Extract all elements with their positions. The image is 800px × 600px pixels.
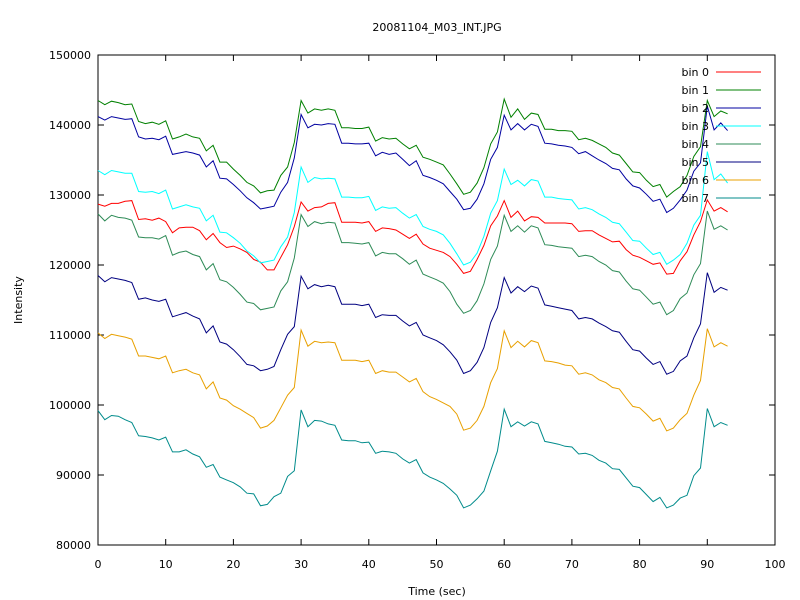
series-line-bin-5 [97,272,728,375]
x-tick-label: 100 [765,558,786,571]
legend: bin 0 bin 1 bin 2 bin 3 bin 4 bin 5 bin 6 bin 7 [681,66,761,205]
series-line-bin-6 [97,328,728,432]
series-line-bin-2 [97,105,728,214]
x-tick-label: 20 [226,558,240,571]
y-axis-label: Intensity [12,276,25,324]
legend-label: bin 6 [681,174,709,187]
x-tick-label: 0 [95,558,102,571]
x-axis-label: Time (sec) [407,585,466,598]
x-tick-label: 70 [565,558,579,571]
series-line-bin-3 [97,151,729,266]
x-tick-label: 50 [430,558,444,571]
series-line-bin-1 [97,97,728,198]
legend-label: bin 3 [681,120,709,133]
x-tick-label: 30 [294,558,308,571]
series-line-bin-0 [97,198,728,275]
legend-label: bin 5 [681,156,709,169]
chart-title: 20081104_M03_INT.JPG [372,21,501,34]
plot-area-frame [97,54,776,546]
x-tick-label: 10 [159,558,173,571]
y-tick-label: 120000 [49,259,91,272]
series-line-bin-7 [97,407,728,509]
y-tick-label: 80000 [56,539,91,552]
legend-label: bin 0 [681,66,709,79]
series-lines [97,97,729,509]
axis-ticks: 0 10 20 30 40 50 60 70 80 90 100 80000 90000 100000 11… [49,49,786,571]
y-tick-label: 100000 [49,399,91,412]
y-tick-label: 130000 [49,189,91,202]
y-tick-label: 110000 [49,329,91,342]
x-tick-label: 60 [497,558,511,571]
x-tick-label: 40 [362,558,376,571]
legend-label: bin 4 [681,138,709,151]
series-line-bin-4 [97,210,728,316]
y-tick-label: 90000 [56,469,91,482]
y-tick-label: 140000 [49,119,91,132]
y-tick-label: 150000 [49,49,91,62]
x-tick-label: 80 [633,558,647,571]
legend-label: bin 7 [681,192,709,205]
legend-label: bin 1 [681,84,709,97]
x-tick-label: 90 [700,558,714,571]
legend-label: bin 2 [681,102,709,115]
